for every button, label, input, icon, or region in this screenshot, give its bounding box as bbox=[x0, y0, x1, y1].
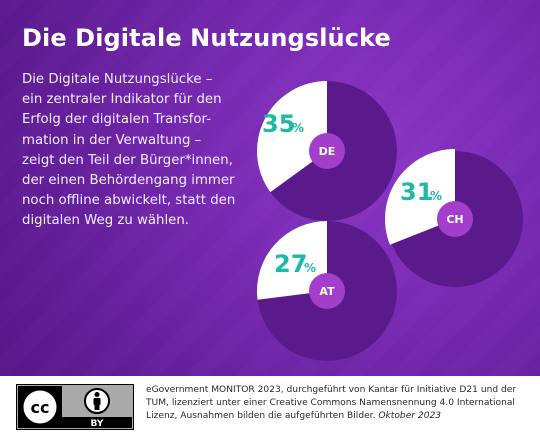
svg-text:cc: cc bbox=[31, 398, 50, 417]
description-line: Die Digitale Nutzungslücke – bbox=[22, 72, 213, 87]
pie-percentage: 27 bbox=[274, 250, 307, 278]
pie-label: AT bbox=[319, 285, 335, 298]
hero-section: Die Digitale Nutzungslücke Die Digitale … bbox=[0, 0, 540, 376]
description-line: ein zentraler Indikator für den bbox=[22, 92, 222, 108]
svg-text:BY: BY bbox=[91, 419, 104, 429]
pie-percentage: 35 bbox=[262, 110, 295, 138]
footer: cc BY eGovernment MONITOR 2023, durchgef… bbox=[0, 376, 540, 443]
pie-slice bbox=[257, 81, 327, 193]
pie-label: CH bbox=[446, 213, 463, 226]
credit-line: eGovernment MONITOR 2023, durchgeführt v… bbox=[146, 385, 517, 395]
credit-line: TUM, lizenziert unter einer Creative Com… bbox=[146, 398, 515, 409]
description-line: Erfolg der digitalen Transfor- bbox=[22, 112, 211, 128]
pie-de-chart bbox=[257, 81, 397, 221]
description: Die Digitale Nutzungslücke – ein zentral… bbox=[22, 70, 247, 232]
pie-ch: 31 % CH bbox=[385, 149, 523, 287]
pie-percent-symbol: % bbox=[304, 261, 316, 275]
person-icon bbox=[84, 388, 110, 414]
description-line: mation in der Verwaltung – bbox=[22, 132, 202, 148]
credit-line: Lizenz, Ausnahmen bilden die aufgeführte… bbox=[146, 411, 379, 422]
description-line: digitalen Weg zu wählen. bbox=[22, 213, 189, 229]
pie-percent-symbol: % bbox=[292, 121, 304, 135]
pie-at: 27 % AT bbox=[256, 221, 397, 361]
pie-percent-symbol: % bbox=[430, 189, 442, 203]
pie-percentage: 31 bbox=[400, 178, 433, 206]
pie-center-disc bbox=[309, 133, 345, 169]
description-line: der einen Behördengang immer bbox=[22, 173, 235, 189]
cc-by-license-badge: cc BY bbox=[16, 384, 134, 430]
pie-center-disc bbox=[309, 273, 345, 309]
pie-ch-chart bbox=[385, 149, 523, 287]
pie-label: DE bbox=[319, 145, 336, 158]
description-line: noch offline abwickelt, statt den bbox=[22, 193, 236, 209]
credit-date: Oktober 2023 bbox=[378, 411, 442, 422]
description-line: zeigt den Teil der Bürger*innen, bbox=[22, 152, 233, 168]
pie-de: 35 % DE bbox=[257, 81, 397, 221]
cc-icon: cc bbox=[20, 387, 60, 427]
pie-slice bbox=[256, 221, 327, 300]
pie-center-disc bbox=[437, 201, 473, 237]
credit-text: eGovernment MONITOR 2023, durchgeführt v… bbox=[146, 384, 532, 424]
pie-at-chart bbox=[256, 221, 397, 361]
page-title: Die Digitale Nutzungslücke bbox=[22, 24, 391, 52]
